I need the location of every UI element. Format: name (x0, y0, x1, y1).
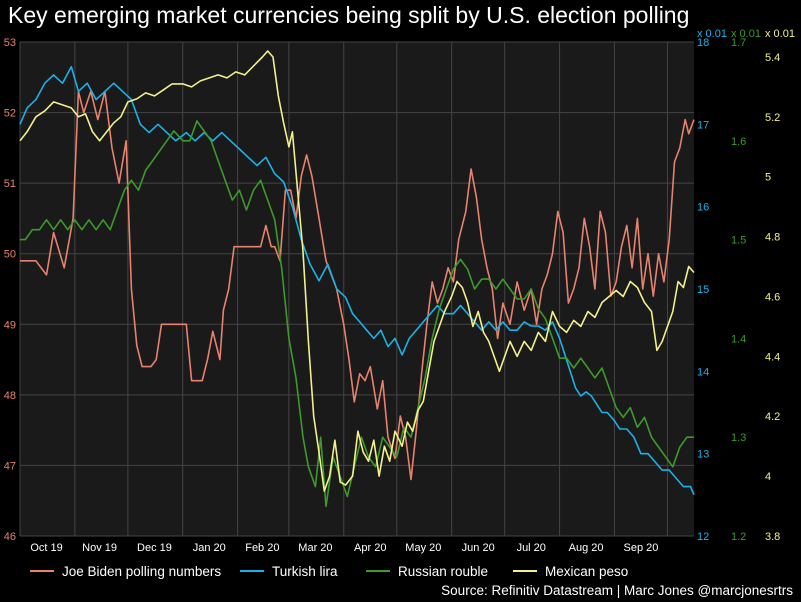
series-line-peso (19, 50, 695, 492)
y-tick-label-lira: 15 (697, 284, 709, 296)
legend-label-peso: Mexican peso (545, 563, 629, 579)
y-tick-label-peso: 4.6 (765, 291, 780, 303)
legend-item-peso: Mexican peso (513, 557, 628, 585)
y-tick-label-biden: 51 (4, 178, 16, 190)
legend-item-rouble: Russian rouble (366, 557, 488, 585)
axis-unit-peso: x 0.01 (765, 28, 795, 40)
y-tick-label-peso: 3.8 (765, 531, 780, 543)
y-tick-label-rouble: 1.3 (731, 432, 746, 444)
x-tick-label: May 20 (405, 542, 441, 554)
chart-canvas: Oct 19 Nov 19 Dec 19 Jan 20 Feb 20 Mar 20 Apr … (4, 28, 795, 554)
x-tick-label: Jun 20 (462, 542, 495, 554)
y-tick-label-biden: 53 (4, 37, 16, 49)
legend-swatch-rouble (366, 570, 390, 572)
axis-unit-lira: x 0.01 (697, 28, 727, 40)
y-tick-label-biden: 47 (4, 460, 16, 472)
y-tick-label-lira: 18 (697, 37, 709, 49)
x-tick-label: Feb 20 (245, 542, 279, 554)
y-tick-label-peso: 4.4 (765, 351, 780, 363)
series-lines (19, 50, 695, 508)
axis-unit-rouble: x 0.01 (731, 28, 761, 40)
y-tick-label-lira: 17 (697, 119, 709, 131)
x-tick-label: Dec 19 (137, 542, 172, 554)
axes: Oct 19 Nov 19 Dec 19 Jan 20 Feb 20 Mar 20 Apr … (4, 28, 795, 554)
y-tick-label-rouble: 1.6 (731, 136, 746, 148)
x-tick-label: Nov 19 (82, 542, 117, 554)
y-tick-label-biden: 48 (4, 390, 16, 402)
y-tick-label-lira: 12 (697, 531, 709, 543)
legend-item-lira: Turkish lira (240, 557, 338, 585)
y-tick-label-rouble: 1.2 (731, 531, 746, 543)
legend-label-biden: Joe Biden polling numbers (62, 563, 222, 579)
source-note: Source: Refinitiv Datastream | Marc Jone… (441, 583, 793, 598)
x-tick-label: Mar 20 (298, 542, 332, 554)
legend-swatch-lira (240, 570, 264, 572)
y-tick-label-peso: 4.2 (765, 411, 780, 423)
x-tick-label: Aug 20 (569, 542, 604, 554)
y-tick-label-rouble: 1.7 (731, 37, 746, 49)
x-tick-label: Sep 20 (623, 542, 658, 554)
chart-title: Key emerging market currencies being spl… (8, 2, 690, 28)
y-tick-label-peso: 5.2 (765, 112, 780, 124)
y-tick-label-lira: 16 (697, 202, 709, 214)
legend-item-biden: Joe Biden polling numbers (30, 557, 221, 585)
legend-label-lira: Turkish lira (272, 563, 338, 579)
legend: Joe Biden polling numbers Turkish lira R… (0, 557, 801, 585)
y-tick-label-biden: 46 (4, 531, 16, 543)
y-tick-label-lira: 13 (697, 449, 709, 461)
legend-swatch-biden (30, 570, 54, 572)
x-tick-label: Apr 20 (354, 542, 386, 554)
legend-label-rouble: Russian rouble (398, 563, 489, 579)
x-tick-label: Jul 20 (517, 542, 546, 554)
y-tick-label-rouble: 1.4 (731, 333, 746, 345)
x-tick-label: Oct 19 (30, 542, 62, 554)
y-tick-label-biden: 52 (4, 108, 16, 120)
y-tick-label-biden: 49 (4, 319, 16, 331)
y-tick-label-peso: 5.4 (765, 52, 780, 64)
y-tick-label-peso: 5 (765, 172, 771, 184)
legend-swatch-peso (513, 570, 537, 572)
y-tick-label-rouble: 1.5 (731, 235, 746, 247)
series-line-lira (19, 65, 695, 496)
y-tick-label-biden: 50 (4, 249, 16, 261)
y-tick-label-peso: 4.8 (765, 232, 780, 244)
x-tick-label: Jan 20 (193, 542, 226, 554)
y-tick-label-lira: 14 (697, 366, 709, 378)
y-tick-label-peso: 4 (765, 471, 771, 483)
